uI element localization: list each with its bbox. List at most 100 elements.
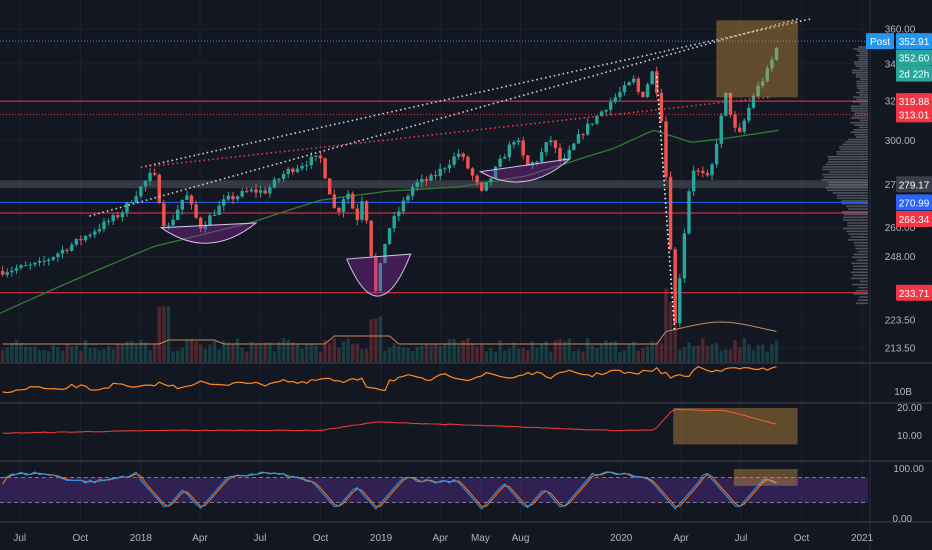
profile-bar (855, 91, 868, 94)
volume-bar (475, 346, 479, 362)
volume-bar (258, 343, 263, 362)
profile-bar (847, 222, 868, 224)
volume-bar (304, 343, 309, 362)
volume-bar (222, 340, 226, 362)
candle-body (272, 179, 277, 188)
candle-body (374, 256, 378, 291)
volume-bar (226, 342, 231, 362)
indicator-3-tick-label: 0.00 (893, 514, 913, 525)
volume-bar (148, 350, 152, 362)
candle-body (65, 249, 69, 251)
profile-bar (829, 171, 868, 173)
profile-bar (850, 277, 868, 280)
candle-body (622, 85, 627, 93)
candle-body (111, 215, 115, 222)
volume-bar (291, 342, 295, 362)
volume-bar (512, 342, 516, 362)
candle-body (60, 249, 65, 254)
candle-body (42, 260, 46, 262)
volume-bar (443, 343, 447, 362)
volume-bar (235, 338, 240, 362)
profile-bar (859, 103, 868, 105)
candle-body (581, 134, 585, 136)
volume-bar (562, 341, 567, 362)
volume-bar (655, 342, 659, 362)
candle-body (526, 155, 530, 166)
volume-bar (604, 340, 608, 362)
volume-bar (710, 344, 714, 362)
volume-bar (719, 350, 723, 362)
candle-body (512, 142, 516, 145)
candle-body (185, 195, 189, 200)
candle-body (369, 220, 373, 257)
time-axis[interactable]: Jul Oct 2018 Apr Jul Oct 2019 Apr May Aug 2020 Apr J… (13, 533, 873, 544)
candle-body (604, 109, 608, 112)
volume-bar (751, 350, 756, 362)
candle-body (37, 261, 42, 263)
profile-bar (856, 259, 868, 262)
volume-bar (208, 344, 212, 362)
level-band (0, 180, 868, 189)
profile-bar (854, 124, 868, 126)
candle-body (645, 84, 650, 97)
profile-bar (842, 227, 868, 230)
volume-bar (728, 349, 733, 362)
candle-body (751, 96, 756, 108)
candle-body (682, 233, 687, 279)
indicator-pane-1[interactable] (2, 366, 777, 394)
candle-body (516, 140, 521, 143)
volume-bar (318, 351, 323, 362)
candle-body (19, 265, 23, 269)
candle-body (705, 173, 710, 176)
indicator-pane-3[interactable] (0, 469, 868, 510)
candle-body (314, 155, 318, 157)
profile-bar (843, 213, 868, 216)
candle-body (143, 180, 148, 187)
drawings[interactable] (89, 18, 811, 330)
candle-body (33, 262, 37, 265)
badge-value: 352.91 (899, 37, 930, 48)
candle-body (351, 193, 355, 209)
candle-body (277, 178, 281, 180)
profile-bar (842, 219, 868, 221)
profile-bar (859, 94, 868, 96)
indicator-2-tick-label: 10.00 (897, 431, 922, 442)
candle-body (664, 121, 668, 177)
candle-body (157, 174, 161, 204)
candle-body (295, 168, 300, 172)
volume-bar (664, 288, 668, 362)
candle-body (203, 225, 208, 230)
candle-body (120, 212, 125, 218)
candle-body (747, 107, 751, 121)
sma-line (0, 129, 779, 314)
price-tick-label: 248.00 (885, 252, 916, 263)
candle-body (572, 143, 576, 150)
horizontal-levels[interactable] (0, 40, 868, 294)
profile-bar (828, 181, 868, 184)
volume-bar (323, 339, 327, 362)
candle-body (714, 143, 719, 165)
badge-label: Post (870, 37, 890, 48)
volume-bar (549, 351, 553, 362)
indicator-pane-2[interactable] (2, 408, 798, 445)
volume-bar (0, 350, 5, 362)
candle-body (254, 189, 258, 193)
volume-bar (493, 351, 498, 362)
candle-body (364, 201, 369, 221)
volume-bar (576, 349, 581, 362)
profile-bar (855, 302, 868, 305)
candle-body (429, 175, 433, 181)
profile-bar (859, 52, 868, 55)
volume-bar (581, 351, 585, 362)
candle-body (770, 59, 774, 69)
candle-body (212, 214, 217, 216)
profile-bar (851, 262, 868, 265)
volume-bar (33, 346, 37, 362)
volume-bar (314, 345, 318, 362)
cup-arc (346, 253, 412, 297)
volume-bar (632, 341, 636, 362)
profile-bar (828, 158, 868, 161)
candle-body (318, 155, 323, 159)
candle-body (737, 127, 742, 132)
